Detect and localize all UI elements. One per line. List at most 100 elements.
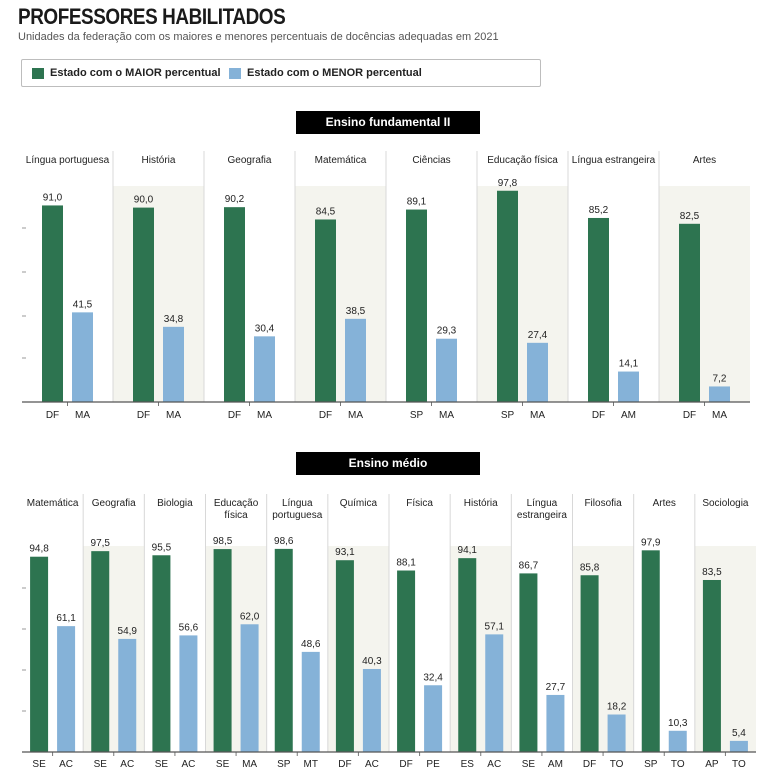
state-label-max: ES [461, 759, 475, 770]
data-label-min: 56,6 [179, 622, 199, 633]
state-label-max: SP [644, 759, 658, 770]
bar-min [709, 386, 730, 402]
data-label-max: 83,5 [702, 567, 722, 578]
state-label-min: MA [242, 759, 257, 770]
data-label-min: 57,1 [485, 621, 505, 632]
state-label-min: MA [75, 410, 90, 421]
data-label-max: 84,5 [316, 206, 336, 217]
category-label-line: Ciências [412, 155, 450, 166]
state-label-min: TO [671, 759, 685, 770]
bar-min [57, 626, 76, 752]
category-label: Artes [653, 498, 676, 509]
category-label: Matemática [27, 498, 79, 509]
bar-min [345, 318, 366, 402]
state-label-min: MA [712, 410, 727, 421]
bar-max [213, 549, 232, 752]
data-label-max: 95,5 [152, 542, 172, 553]
data-label-max: 94,1 [458, 545, 478, 556]
data-label-max: 89,1 [407, 197, 427, 208]
data-label-max: 98,6 [274, 536, 294, 547]
data-label-min: 27,4 [528, 330, 548, 341]
data-label-min: 7,2 [713, 373, 727, 384]
data-label-min: 34,8 [164, 314, 184, 325]
category-label-line: estrangeira [517, 510, 567, 521]
section-title-medio: Ensino médio [296, 452, 480, 475]
bar-max [397, 570, 416, 752]
category-label-line: História [464, 498, 498, 509]
category-label-line: Biologia [157, 498, 193, 509]
state-label-min: AM [621, 410, 636, 421]
category-label: Educação física [214, 498, 259, 521]
data-label-max: 94,8 [29, 544, 49, 555]
category-label-line: portuguesa [272, 510, 322, 521]
state-label-max: SE [94, 759, 108, 770]
data-label-min: 30,4 [255, 323, 275, 334]
data-label-min: 40,3 [362, 656, 382, 667]
legend-label-max: Estado com o MAIOR percentual [50, 67, 221, 79]
bar-min [163, 326, 184, 402]
state-label-max: DF [319, 410, 332, 421]
bar-min [301, 651, 320, 752]
bar-min [72, 312, 93, 402]
bar-max [315, 219, 336, 402]
bar-max [335, 560, 354, 752]
data-label-min: 5,4 [732, 728, 746, 739]
data-label-min: 62,0 [240, 611, 260, 622]
data-label-max: 82,5 [680, 211, 700, 222]
state-label-max: DF [338, 759, 351, 770]
page-title: PROFESSORES HABILITADOS [18, 4, 286, 29]
state-label-min: MT [304, 759, 318, 770]
state-label-max: DF [583, 759, 596, 770]
page-subtitle: Unidades da federação com os maiores e m… [18, 31, 499, 43]
category-label-line: Sociologia [702, 498, 749, 509]
bar-max [679, 223, 700, 402]
state-label-min: MA [439, 410, 454, 421]
category-label-line: Química [340, 498, 378, 509]
data-label-min: 32,4 [423, 672, 443, 683]
data-label-max: 90,0 [134, 195, 154, 206]
bar-max [580, 575, 599, 752]
state-label-min: TO [610, 759, 624, 770]
bar-max [30, 556, 49, 752]
bar-min [362, 668, 381, 752]
bar-max [519, 573, 538, 752]
data-label-max: 85,2 [589, 205, 609, 216]
bar-min [179, 635, 198, 752]
data-label-min: 29,3 [437, 326, 457, 337]
bar-min [729, 740, 748, 752]
data-label-max: 86,7 [519, 560, 539, 571]
data-label-max: 97,8 [498, 178, 518, 189]
category-label: Ciências [412, 155, 450, 166]
state-label-min: AC [59, 759, 73, 770]
state-label-min: AC [487, 759, 501, 770]
category-label-line: física [224, 510, 248, 521]
category-label: Filosofia [584, 498, 622, 509]
chart-legend: Estado com o MAIOR percentual Estado com… [21, 59, 541, 87]
panel-shade [659, 186, 750, 402]
legend-label-min: Estado com o MENOR percentual [247, 67, 422, 79]
category-label: Artes [693, 155, 716, 166]
category-label: Matemática [315, 155, 367, 166]
state-label-min: MA [530, 410, 545, 421]
data-label-min: 41,5 [73, 299, 93, 310]
panel-shade [295, 186, 386, 402]
data-label-max: 91,0 [43, 192, 63, 203]
bar-max [274, 548, 293, 752]
category-label: Química [340, 498, 378, 509]
category-label-line: Geografia [228, 155, 272, 166]
category-label: Educação física [487, 155, 558, 166]
category-label: Física [406, 498, 433, 509]
data-label-max: 90,2 [225, 194, 245, 205]
state-label-max: DF [399, 759, 412, 770]
state-label-max: AP [705, 759, 719, 770]
category-label: Biologia [157, 498, 193, 509]
bar-min [607, 714, 626, 752]
category-label: Geografia [228, 155, 272, 166]
bar-max [91, 551, 110, 752]
bar-min [668, 730, 687, 752]
data-label-min: 14,1 [619, 359, 639, 370]
category-label-line: Língua [527, 498, 558, 509]
data-label-min: 38,5 [346, 306, 366, 317]
category-label-line: Língua [282, 498, 313, 509]
